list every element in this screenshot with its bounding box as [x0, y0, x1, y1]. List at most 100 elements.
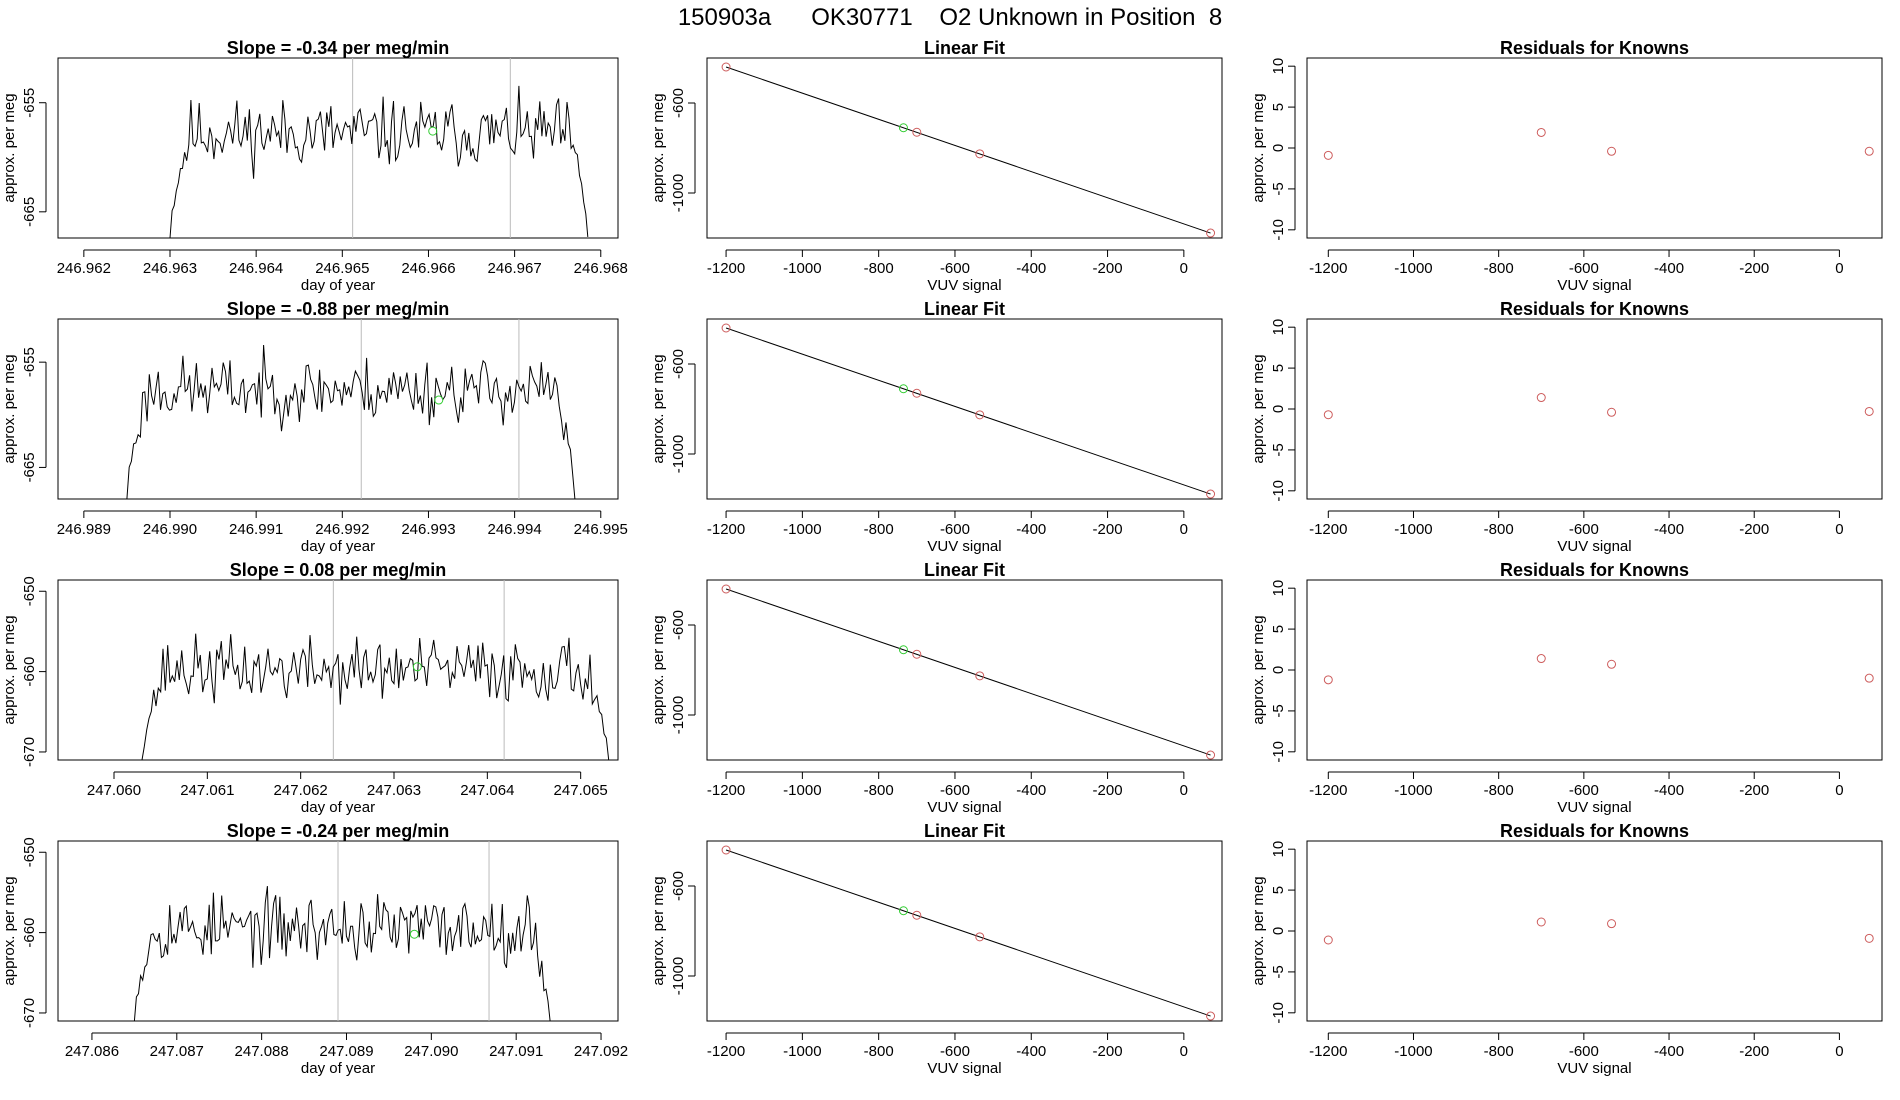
residual-point [1536, 654, 1546, 664]
x-axis-label: VUV signal [927, 1060, 1001, 1077]
x-tick-label: -600 [940, 1043, 970, 1060]
known-point [912, 388, 922, 398]
x-axis-label: VUV signal [927, 538, 1001, 555]
plot-frame [57, 579, 619, 761]
y-tick-label: -650 [21, 576, 38, 606]
plot-area [721, 323, 1216, 499]
x-axis-label: VUV signal [1557, 538, 1631, 555]
y-tick-label: -5 [1270, 965, 1287, 978]
known-point [1206, 750, 1216, 760]
residual-point [1536, 127, 1546, 137]
x-axis-label: VUV signal [1557, 277, 1631, 294]
x-tick-label: -1200 [707, 782, 745, 799]
x-axis-label: day of year [301, 1060, 375, 1077]
known-point [975, 932, 985, 942]
y-axis-label: approx. per meg [1, 93, 18, 202]
x-tick-label: -1000 [1394, 260, 1432, 277]
known-point [721, 845, 731, 855]
x-tick-label: 246.965 [315, 260, 369, 277]
panel-title: Slope = 0.08 per meg/min [230, 560, 447, 580]
x-tick-label: -200 [1739, 782, 1769, 799]
x-tick-label: 246.967 [487, 260, 541, 277]
y-tick-label: -655 [21, 347, 38, 377]
x-tick-label: 246.963 [143, 260, 197, 277]
residual-point [1607, 919, 1617, 929]
x-tick-label: 246.992 [315, 521, 369, 538]
residual-point [1323, 410, 1333, 420]
panel-3-3: Residuals for Knowns-1200 -1000 -800 -600 -4… [1250, 560, 1883, 816]
x-tick-label: -1000 [783, 1043, 821, 1060]
y-tick-label: 0 [1270, 405, 1287, 413]
y-tick-label: -5 [1270, 443, 1287, 456]
plot-frame [1306, 579, 1883, 761]
x-tick-label: 247.060 [87, 782, 141, 799]
residual-point [1323, 150, 1333, 160]
y-axis-label: approx. per meg [650, 354, 667, 463]
known-point [1206, 489, 1216, 499]
y-tick-label: -5 [1270, 704, 1287, 717]
residual-point [1536, 917, 1546, 927]
y-axis-label: approx. per meg [1250, 615, 1267, 724]
x-tick-label: -600 [940, 260, 970, 277]
y-axis-label: approx. per meg [1250, 876, 1267, 985]
y-axis-label: approx. per meg [1250, 93, 1267, 202]
y-tick-label: -670 [21, 737, 38, 767]
x-tick-label: 246.994 [487, 521, 541, 538]
y-tick-label: -1000 [670, 696, 687, 734]
x-tick-label: 0 [1835, 260, 1843, 277]
x-tick-label: -400 [1016, 1043, 1046, 1060]
y-tick-label: -600 [670, 871, 687, 901]
known-point [975, 671, 985, 681]
plot-frame [706, 840, 1223, 1022]
y-tick-label: -665 [21, 452, 38, 482]
panel-title: Linear Fit [924, 299, 1005, 319]
x-tick-label: 247.062 [274, 782, 328, 799]
known-point [721, 323, 731, 333]
y-tick-label: 5 [1270, 364, 1287, 372]
fit-line [725, 327, 1211, 495]
x-tick-label: -1000 [1394, 782, 1432, 799]
y-tick-label: 10 [1270, 580, 1287, 597]
y-tick-label: 0 [1270, 927, 1287, 935]
plot-area [1323, 127, 1874, 160]
x-tick-label: -800 [1484, 260, 1514, 277]
x-tick-label: -200 [1093, 782, 1123, 799]
x-tick-label: 247.064 [460, 782, 514, 799]
x-tick-label: -400 [1654, 521, 1684, 538]
y-axis-label: approx. per meg [650, 93, 667, 202]
x-tick-label: -1200 [1309, 1043, 1347, 1060]
x-tick-label: 0 [1835, 1043, 1843, 1060]
y-tick-label: 0 [1270, 144, 1287, 152]
x-tick-label: 0 [1180, 782, 1188, 799]
x-tick-label: -200 [1093, 1043, 1123, 1060]
y-tick-label: 5 [1270, 886, 1287, 894]
residual-point [1864, 933, 1874, 943]
data-trace [133, 886, 551, 1021]
x-tick-label: 246.968 [574, 260, 628, 277]
residual-point [1323, 675, 1333, 685]
plot-frame [706, 579, 1223, 761]
y-tick-label: -650 [21, 837, 38, 867]
x-tick-label: -1200 [1309, 260, 1347, 277]
residual-point [1864, 406, 1874, 416]
panel-3-1: Slope = 0.08 per meg/min 247.060 247.061 24… [1, 560, 619, 816]
y-tick-label: -10 [1270, 480, 1287, 502]
x-tick-label: -800 [864, 521, 894, 538]
panel-4-3: Residuals for Knowns-1200 -1000 -800 -600 -4… [1250, 821, 1883, 1077]
plot-area [169, 58, 589, 238]
panel-2-3: Residuals for Knowns-1200 -1000 -800 -600 -4… [1250, 299, 1883, 555]
x-tick-label: 0 [1835, 782, 1843, 799]
y-tick-label: -600 [670, 349, 687, 379]
plot-frame [57, 57, 619, 239]
x-tick-label: -200 [1739, 260, 1769, 277]
x-tick-label: -1000 [783, 521, 821, 538]
y-tick-label: -1000 [670, 435, 687, 473]
x-tick-label: 247.088 [235, 1043, 289, 1060]
x-tick-label: -400 [1654, 1043, 1684, 1060]
x-tick-label: -600 [1569, 782, 1599, 799]
x-axis-label: day of year [301, 538, 375, 555]
y-axis-label: approx. per meg [1, 354, 18, 463]
residual-point [1607, 659, 1617, 669]
panel-title: Linear Fit [924, 560, 1005, 580]
plot-frame [1306, 57, 1883, 239]
